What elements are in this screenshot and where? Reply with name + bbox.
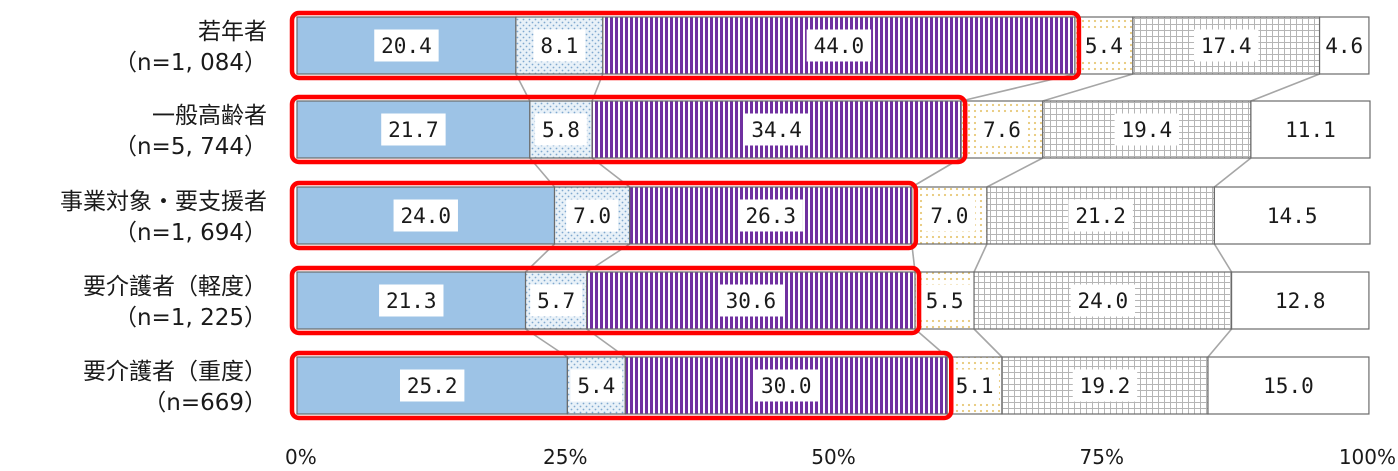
x-tick-label-4: 75% — [1080, 445, 1124, 469]
value-label-bg-2-4 — [976, 113, 1028, 146]
x-tick-label-1: 0% — [285, 445, 317, 469]
value-label-bg-4-3 — [718, 284, 784, 317]
value-label-bg-5-5 — [1072, 369, 1138, 402]
value-label-5-3: 30.0 — [761, 374, 812, 398]
value-label-4-1: 21.3 — [386, 289, 437, 313]
value-label-1-2: 8.1 — [540, 34, 578, 58]
highlight-box-4 — [289, 265, 922, 336]
value-label-bg-4-6 — [1268, 284, 1333, 317]
value-label-4-5: 24.0 — [1078, 289, 1129, 313]
value-label-bg-3-5 — [1068, 199, 1133, 232]
bars-layer: 20.4 8.1 44.0 5.4 17.4 4.6 21.7 5.8 34.4 7.6 19.4 1… — [296, 16, 1371, 415]
value-label-2-5: 19.4 — [1122, 118, 1173, 142]
value-label-2-4: 7.6 — [983, 118, 1021, 142]
value-label-4-6: 12.8 — [1275, 289, 1326, 313]
value-label-3-2: 7.0 — [573, 204, 611, 228]
highlight-box-1 — [289, 10, 1082, 81]
value-label-bg-2-6 — [1278, 113, 1343, 146]
value-label-1-5: 17.4 — [1201, 34, 1252, 58]
value-label-5-4: 5.1 — [956, 374, 994, 398]
value-label-bg-4-1 — [379, 284, 444, 317]
value-label-4-2: 5.7 — [537, 289, 575, 313]
value-label-bg-2-3 — [744, 113, 809, 146]
category-n-label-2: （n=5, 744） — [114, 134, 267, 160]
category-labels: 若年者 （n=1, 084） 一般高齢者 （n=5, 744） 事業対象・要支援者 （n=… — [60, 19, 267, 416]
value-label-bg-5-1 — [399, 369, 465, 402]
category-label-3: 事業対象・要支援者 — [60, 189, 267, 215]
value-label-bg-5-3 — [754, 369, 819, 402]
value-label-2-2: 5.8 — [542, 118, 580, 142]
x-tick-label-3: 50% — [811, 445, 855, 469]
value-label-bg-1-1 — [374, 29, 439, 62]
value-label-bg-5-6 — [1256, 369, 1321, 402]
highlight-boxes — [289, 10, 1082, 421]
value-label-bg-4-5 — [1070, 284, 1136, 317]
category-n-label-5: （n=669） — [143, 390, 267, 416]
connector-line-2-5 — [1213, 157, 1252, 188]
value-label-4-3: 30.6 — [726, 289, 777, 313]
value-label-5-2: 5.4 — [577, 374, 615, 398]
category-label-5: 要介護者（重度） — [83, 359, 267, 385]
connector-line-4-5 — [1207, 328, 1233, 358]
bar-segment-3-3 — [629, 186, 913, 245]
value-label-bg-1-2 — [533, 29, 586, 62]
value-label-1-1: 20.4 — [381, 34, 432, 58]
connector-line-4-4 — [973, 328, 1003, 358]
value-label-4-4: 5.5 — [926, 289, 964, 313]
value-label-bg-1-4 — [1077, 29, 1130, 62]
value-label-bg-2-1 — [381, 113, 446, 146]
highlight-box-3 — [289, 180, 919, 251]
value-label-3-5: 21.2 — [1075, 204, 1126, 228]
value-label-bg-4-2 — [530, 284, 583, 317]
value-label-3-6: 14.5 — [1267, 204, 1318, 228]
category-label-1: 若年者 — [198, 19, 267, 45]
category-n-label-4: （n=1, 225） — [114, 305, 267, 331]
value-label-bg-4-4 — [918, 284, 971, 317]
value-label-3-3: 26.3 — [745, 204, 796, 228]
value-label-5-6: 15.0 — [1263, 374, 1314, 398]
value-label-bg-2-5 — [1114, 113, 1180, 146]
value-label-bg-3-2 — [566, 199, 618, 232]
connector-line-1-4 — [1042, 73, 1134, 102]
value-label-1-3: 44.0 — [814, 34, 865, 58]
connector-line-3-4 — [973, 243, 988, 273]
value-label-2-1: 21.7 — [388, 118, 439, 142]
value-label-1-6: 4.6 — [1325, 34, 1363, 58]
connector-line-1-5 — [1250, 73, 1320, 102]
value-label-bg-1-3 — [806, 29, 872, 62]
value-label-bg-1-5 — [1194, 29, 1259, 62]
bar-segment-5-6 — [1207, 356, 1370, 415]
bar-segment-1-2 — [515, 16, 604, 75]
bar-segment-3-1 — [296, 186, 556, 245]
x-axis-ticks: 0% 25% 50% 75% 100% — [285, 445, 1396, 469]
value-label-3-1: 24.0 — [400, 204, 451, 228]
connector-line-2-4 — [986, 157, 1044, 188]
connector-line-3-5 — [1213, 243, 1233, 273]
value-label-bg-3-4 — [923, 199, 976, 232]
value-label-bg-2-2 — [535, 113, 587, 146]
value-label-3-4: 7.0 — [930, 204, 968, 228]
x-tick-label-5: 100% — [1339, 445, 1396, 469]
value-label-bg-5-2 — [570, 369, 623, 402]
value-label-bg-1-6 — [1322, 29, 1366, 62]
x-tick-label-2: 25% — [543, 445, 587, 469]
value-label-5-5: 19.2 — [1080, 374, 1131, 398]
value-label-bg-3-1 — [393, 199, 458, 232]
value-label-2-6: 11.1 — [1285, 118, 1336, 142]
value-label-bg-5-4 — [950, 369, 999, 402]
value-label-5-1: 25.2 — [407, 374, 458, 398]
highlight-box-2 — [289, 94, 968, 165]
value-label-1-4: 5.4 — [1085, 34, 1123, 58]
category-n-label-1: （n=1, 084） — [114, 50, 267, 76]
category-label-2: 一般高齢者 — [152, 103, 267, 129]
highlight-box-5 — [289, 350, 954, 421]
bar-segment-2-6 — [1250, 100, 1371, 159]
value-label-bg-3-6 — [1260, 199, 1325, 232]
category-n-label-3: （n=1, 694） — [114, 220, 267, 246]
category-label-4: 要介護者（軽度） — [83, 274, 267, 300]
value-label-bg-3-3 — [738, 199, 803, 232]
value-label-2-3: 34.4 — [751, 118, 802, 142]
